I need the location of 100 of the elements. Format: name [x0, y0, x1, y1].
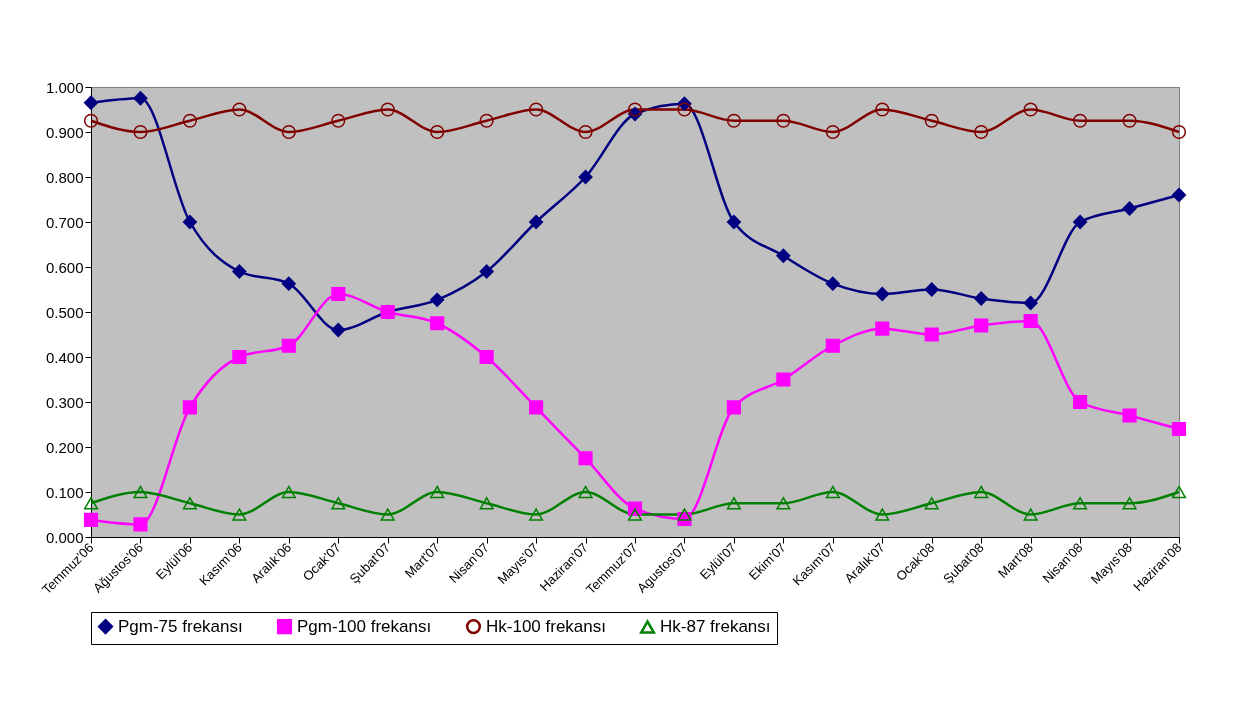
legend-label: Pgm-100 frekansı	[297, 616, 432, 636]
point	[331, 113, 346, 128]
point	[776, 248, 791, 263]
point	[627, 102, 643, 117]
point	[627, 508, 643, 521]
y-tick-label: 0.900	[45, 123, 84, 141]
point	[232, 102, 247, 117]
point	[974, 291, 989, 306]
point	[1171, 187, 1187, 203]
point	[1023, 508, 1038, 521]
point	[479, 113, 494, 128]
point	[182, 214, 197, 230]
point	[380, 102, 395, 117]
y-tick-label: 0.200	[45, 438, 84, 456]
point	[974, 318, 989, 333]
point	[875, 102, 890, 117]
point	[182, 113, 197, 128]
y-tick-label: 0.300	[45, 393, 84, 411]
point	[430, 292, 445, 307]
point	[1122, 201, 1137, 216]
point	[726, 400, 741, 415]
point	[726, 113, 741, 128]
point	[529, 214, 544, 230]
point	[1122, 113, 1137, 128]
point	[1073, 214, 1088, 230]
point	[83, 512, 99, 527]
point	[875, 286, 890, 302]
point	[133, 517, 148, 532]
point	[776, 372, 791, 387]
point	[726, 497, 741, 510]
y-tick-label: 0.800	[45, 168, 84, 186]
point	[479, 264, 494, 279]
point	[1122, 497, 1137, 510]
y-tick-label: 0.400	[45, 348, 84, 366]
point	[1073, 394, 1088, 410]
point	[776, 497, 791, 510]
point	[529, 508, 544, 521]
point	[479, 497, 494, 510]
point	[924, 327, 939, 342]
point	[529, 400, 544, 415]
point	[578, 169, 593, 185]
point	[83, 95, 99, 110]
point	[182, 497, 197, 510]
point	[133, 124, 148, 140]
point	[1073, 497, 1088, 510]
point	[875, 321, 890, 336]
point	[83, 113, 99, 128]
point	[578, 124, 593, 140]
point	[232, 508, 247, 521]
point	[1171, 124, 1187, 140]
point	[825, 276, 840, 291]
point	[281, 276, 296, 291]
legend-label: Pgm-75 frekansı	[118, 616, 243, 636]
y-tick-label: 0.100	[45, 483, 84, 501]
point	[232, 349, 247, 365]
y-tick-label: 0.700	[45, 213, 84, 231]
point	[133, 485, 148, 499]
point	[677, 508, 692, 521]
point	[331, 497, 346, 510]
point	[182, 400, 197, 415]
point	[83, 497, 99, 510]
point	[1171, 421, 1187, 437]
point	[776, 113, 791, 128]
point	[430, 316, 445, 331]
point	[1023, 313, 1038, 329]
point	[331, 286, 346, 302]
point	[430, 124, 445, 140]
y-tick-label: 0.000	[45, 528, 84, 546]
point	[1122, 408, 1137, 423]
legend-label: Hk-87 frekansı	[660, 617, 771, 637]
point	[924, 282, 939, 297]
point	[677, 102, 692, 117]
point	[974, 485, 989, 499]
point	[924, 113, 939, 128]
y-tick-label: 0.600	[45, 258, 84, 276]
point	[875, 508, 890, 521]
point	[281, 485, 296, 499]
point	[133, 91, 148, 106]
point	[1171, 485, 1187, 499]
point	[430, 485, 445, 499]
point	[1023, 102, 1038, 117]
point	[281, 124, 296, 140]
point	[924, 497, 939, 510]
legend-label: Hk-100 frekansı	[486, 616, 606, 636]
point	[479, 349, 494, 365]
point	[825, 338, 840, 353]
point	[232, 264, 247, 279]
y-tick-label: 0.500	[45, 303, 84, 321]
point	[1023, 295, 1038, 311]
y-tick-label: 1.000	[45, 78, 84, 96]
point	[281, 338, 296, 353]
point	[331, 322, 346, 338]
point	[578, 451, 593, 466]
point	[825, 124, 840, 140]
point	[726, 214, 741, 230]
point	[578, 485, 593, 499]
point	[1073, 113, 1088, 128]
point	[529, 102, 544, 117]
point	[825, 485, 840, 499]
point	[380, 508, 395, 521]
